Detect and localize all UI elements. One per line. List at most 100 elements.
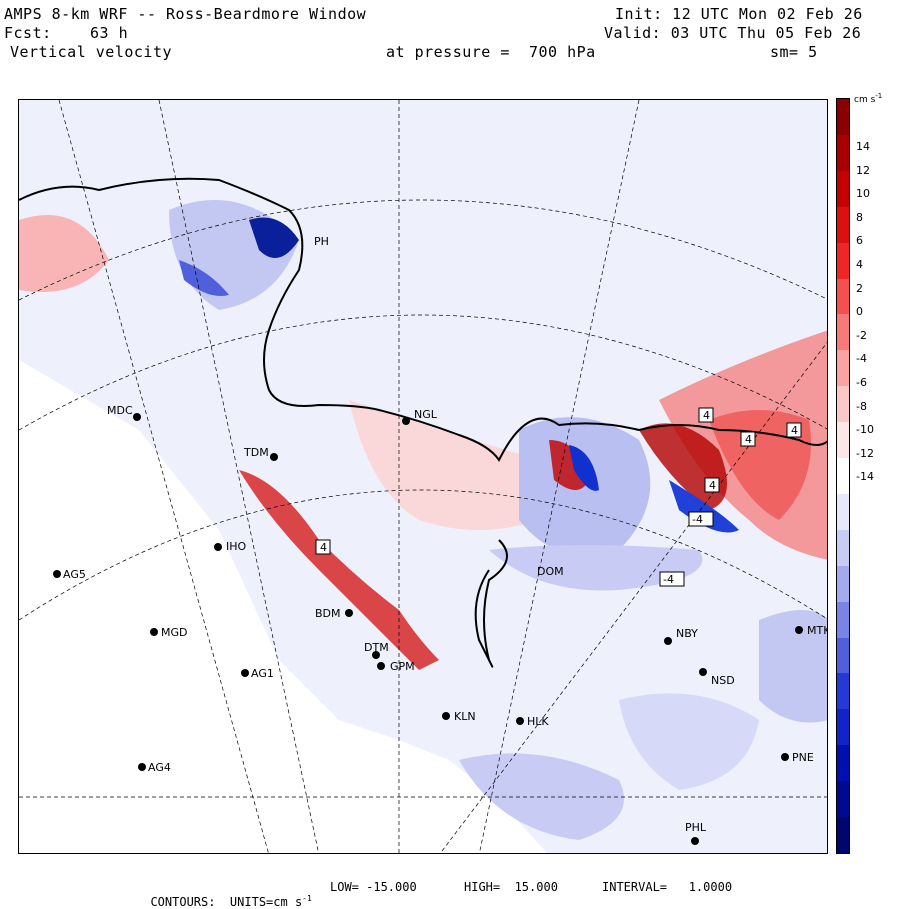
station-label: AG5 bbox=[63, 568, 86, 581]
coastline bbox=[19, 177, 827, 462]
footer-interval: INTERVAL= 1.0000 bbox=[602, 880, 733, 894]
footer-high: HIGH= 15.000 bbox=[464, 880, 558, 894]
colorbar bbox=[836, 98, 850, 854]
negative-region bbox=[489, 545, 703, 591]
map-title: AMPS 8-km WRF -- Ross-Beardmore Window bbox=[4, 5, 367, 23]
colorbar-tick-label: -4 bbox=[856, 352, 867, 366]
colorbar-tick-label: 14 bbox=[856, 140, 870, 153]
smoothing: sm= 5 bbox=[770, 43, 818, 61]
coastline bbox=[474, 539, 508, 668]
strong-downdraft bbox=[179, 260, 229, 296]
colorbar-segment bbox=[837, 601, 849, 639]
colorbar-segment bbox=[837, 637, 849, 674]
footer-contours: CONTOURS: UNITS=cm s-1 bbox=[136, 880, 312, 909]
station-label: PNE bbox=[792, 751, 814, 764]
contour-label: -4 bbox=[692, 513, 703, 526]
colorbar-segment bbox=[837, 565, 849, 603]
colorbar-segment bbox=[837, 278, 849, 315]
colorbar-tick-label: -2 bbox=[856, 328, 867, 342]
contour-label: 4 bbox=[791, 424, 798, 437]
station-label: KLN bbox=[454, 710, 476, 723]
colorbar-tick-label: 0 bbox=[856, 305, 863, 319]
footer-contours-label: CONTOURS: UNITS=cm s bbox=[150, 895, 303, 909]
station-marker bbox=[270, 453, 278, 461]
station-marker bbox=[133, 413, 141, 421]
contour-label: 4 bbox=[703, 409, 710, 422]
station-label: DOM bbox=[537, 565, 564, 578]
station-marker bbox=[150, 628, 158, 636]
station-label: NGL bbox=[414, 408, 438, 421]
colorbar-segment bbox=[837, 422, 849, 459]
unshaded-region bbox=[19, 360, 548, 853]
forecast-label: Fcst: bbox=[4, 24, 52, 42]
station-marker bbox=[53, 570, 61, 578]
station-marker bbox=[699, 668, 707, 676]
strong-downdraft bbox=[569, 445, 599, 491]
footer-unit-exponent: -1 bbox=[302, 894, 312, 903]
station-marker bbox=[138, 763, 146, 771]
station-label: MGD bbox=[161, 626, 188, 639]
station-label: MTK bbox=[807, 624, 828, 637]
colorbar-segment bbox=[837, 458, 849, 495]
colorbar-tick-label: -6 bbox=[856, 376, 867, 389]
colorbar-tick-label: -10 bbox=[856, 423, 874, 437]
field-name: Vertical velocity bbox=[10, 43, 173, 61]
station-label: PHL bbox=[685, 821, 707, 834]
colorbar-segment bbox=[837, 314, 849, 351]
station-group: MDC NGL TDM IHO AG5 MGD AG1 AG4 BDM DTM … bbox=[53, 235, 828, 845]
colorbar-tick-label: 8 bbox=[856, 210, 863, 224]
station-label: HLK bbox=[527, 715, 549, 728]
colorbar-segment bbox=[837, 134, 849, 172]
negative-region bbox=[519, 417, 651, 556]
colorbar-segment bbox=[837, 99, 849, 136]
station-marker bbox=[214, 543, 222, 551]
strong-downdraft bbox=[669, 480, 739, 533]
colorbar-tick-label: -14 bbox=[856, 470, 874, 484]
station-label: PH bbox=[314, 235, 329, 248]
footer-low: LOW= -15.000 bbox=[330, 880, 417, 894]
colorbar-tick-label: 6 bbox=[856, 234, 863, 248]
station-label: AG4 bbox=[148, 761, 171, 774]
station-label: NBY bbox=[676, 627, 698, 640]
negative-region bbox=[759, 610, 827, 723]
positive-region bbox=[19, 215, 109, 292]
station-label: TDM bbox=[243, 446, 269, 459]
vertical-velocity-map: 4 4 4 4 -4 -4 4 MDC NGL TDM IHO AG5 MGD … bbox=[19, 100, 828, 853]
colorbar-tick-label: 10 bbox=[856, 187, 870, 201]
forecast-hour: 63 h bbox=[90, 24, 129, 42]
contour-label: 4 bbox=[745, 433, 752, 446]
valid-time: Valid: 03 UTC Thu 05 Feb 26 bbox=[604, 24, 862, 42]
station-label: MDC bbox=[107, 404, 133, 417]
strong-downdraft bbox=[249, 217, 299, 258]
station-marker bbox=[241, 669, 249, 677]
colorbar-unit-exponent: -1 bbox=[875, 92, 883, 100]
station-marker bbox=[442, 712, 450, 720]
colorbar-tick-label: 4 bbox=[856, 258, 863, 271]
contour-label: -4 bbox=[663, 573, 674, 586]
station-label: IHO bbox=[226, 540, 247, 553]
station-marker bbox=[664, 637, 672, 645]
station-marker bbox=[377, 662, 385, 670]
colorbar-tick-label: -8 bbox=[856, 399, 867, 413]
colorbar-segment bbox=[837, 206, 849, 244]
contour-label-group: 4 4 4 4 -4 -4 4 bbox=[315, 407, 802, 587]
colorbar-segment bbox=[837, 529, 849, 567]
station-marker bbox=[372, 651, 380, 659]
graticule bbox=[19, 100, 827, 853]
colorbar-segment bbox=[837, 781, 849, 818]
colorbar-tick-label: -12 bbox=[856, 446, 874, 460]
map-panel: 4 4 4 4 -4 -4 4 MDC NGL TDM IHO AG5 MGD … bbox=[18, 99, 828, 854]
colorbar-tick-label: 2 bbox=[856, 281, 863, 295]
colorbar-segment bbox=[837, 242, 849, 279]
pressure-level: at pressure = 700 hPa bbox=[386, 43, 596, 61]
colorbar-segment bbox=[837, 745, 849, 782]
colorbar-segment bbox=[837, 386, 849, 423]
station-marker bbox=[691, 837, 699, 845]
station-label: AG1 bbox=[251, 667, 274, 680]
station-marker bbox=[402, 417, 410, 425]
colorbar-segment bbox=[837, 709, 849, 746]
positive-region bbox=[349, 400, 539, 530]
colorbar-units: cm s-1 bbox=[854, 92, 882, 105]
colorbar-tick-label: 12 bbox=[856, 163, 870, 177]
colorbar-segment bbox=[837, 170, 849, 208]
